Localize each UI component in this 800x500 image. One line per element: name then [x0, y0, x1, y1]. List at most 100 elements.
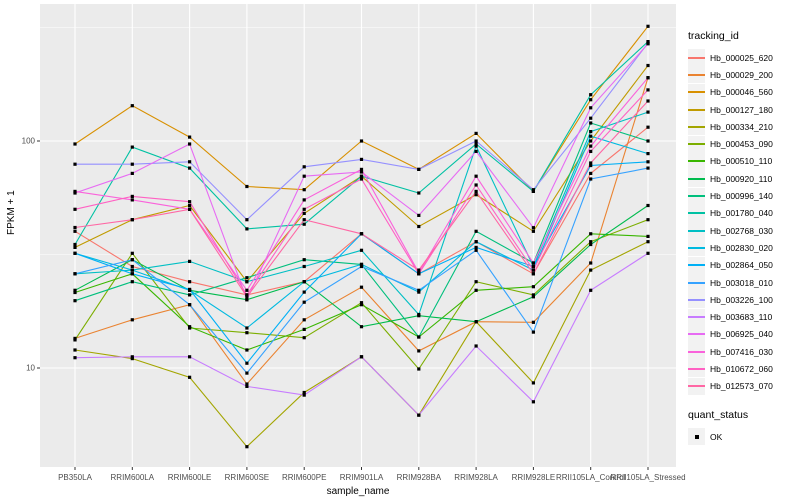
- data-point: [417, 367, 421, 371]
- legend-square-point-icon: [694, 434, 699, 439]
- legend-key-swatch: [688, 291, 705, 309]
- data-point: [302, 390, 306, 395]
- data-point: [302, 198, 306, 202]
- x-tick-label: RRIM600SE: [224, 473, 270, 482]
- legend-line-icon: [688, 229, 705, 232]
- data-point: [531, 400, 535, 404]
- data-point: [130, 264, 134, 269]
- data-point: [417, 272, 421, 276]
- data-point: [589, 232, 593, 236]
- data-point: [359, 177, 364, 181]
- y-tick-label: 10: [26, 363, 35, 373]
- data-point: [417, 413, 421, 417]
- data-point: [646, 203, 650, 208]
- legend-line-icon: [688, 108, 705, 111]
- legend-title-quant-status: quant_status: [688, 408, 749, 421]
- data-point: [245, 288, 249, 292]
- data-point: [359, 167, 364, 171]
- data-point: [130, 104, 134, 108]
- data-point: [245, 276, 249, 280]
- data-point: [359, 139, 364, 143]
- legend-key-swatch: [688, 325, 705, 343]
- x-tick-label: RRIM928LE: [511, 473, 556, 482]
- data-point: [589, 106, 593, 110]
- data-point: [73, 225, 77, 230]
- x-tick-label: RRIM600LE: [167, 473, 212, 482]
- data-point: [589, 116, 593, 120]
- data-point: [73, 272, 77, 276]
- data-point: [531, 229, 535, 233]
- data-point: [130, 258, 134, 262]
- data-point: [646, 251, 650, 255]
- data-point: [302, 393, 306, 397]
- data-point: [589, 139, 593, 143]
- data-point: [302, 280, 306, 284]
- legend-item: Hb_002830_020: [688, 239, 800, 257]
- legend-item: Hb_012573_070: [688, 377, 800, 395]
- data-point: [531, 189, 535, 193]
- data-point: [417, 224, 421, 229]
- data-point: [73, 207, 77, 211]
- legend-line-icon: [688, 385, 705, 388]
- legend-line-icon: [688, 367, 705, 370]
- data-point: [474, 229, 478, 233]
- legend-item-label: Hb_012573_070: [710, 381, 773, 392]
- data-point: [474, 248, 478, 252]
- legend-line-icon: [688, 177, 705, 180]
- data-point: [589, 130, 593, 134]
- data-point: [589, 177, 593, 181]
- data-point: [474, 189, 478, 193]
- data-point: [646, 160, 650, 164]
- data-point: [245, 298, 249, 302]
- legend-key-swatch: [688, 308, 705, 326]
- legend-item: Hb_002864_050: [688, 256, 800, 274]
- legend-key-swatch: [688, 274, 705, 291]
- data-point: [417, 191, 421, 195]
- data-point: [589, 268, 593, 272]
- data-point: [589, 261, 593, 265]
- data-point: [245, 382, 249, 386]
- legend-item: Hb_003018_010: [688, 274, 800, 291]
- legend-item: Hb_007416_030: [688, 343, 800, 361]
- legend-line-icon: [688, 246, 705, 249]
- data-point: [188, 280, 192, 284]
- legend-item-label: Hb_001780_040: [710, 208, 773, 219]
- legend-item: Hb_000453_090: [688, 135, 800, 153]
- legend-item: Hb_002768_030: [688, 222, 800, 240]
- data-point: [245, 371, 249, 375]
- legend-line-icon: [688, 73, 705, 76]
- data-point: [531, 226, 535, 230]
- data-point: [188, 325, 192, 329]
- data-point: [73, 288, 77, 292]
- data-point: [589, 98, 593, 102]
- data-point: [359, 303, 364, 307]
- data-point: [531, 285, 535, 289]
- data-point: [188, 200, 192, 204]
- legend-key-swatch: [688, 222, 705, 240]
- x-tick-label: RRII105LA_Stressed: [610, 473, 686, 482]
- data-point: [646, 76, 650, 80]
- legend-key-swatch: [688, 360, 705, 378]
- legend-line-icon: [688, 350, 705, 353]
- x-tick-label: RRII105LA_Control: [556, 473, 626, 482]
- data-point: [531, 293, 535, 297]
- data-point: [302, 211, 306, 215]
- legend-line-icon: [688, 212, 705, 215]
- x-tick-label: RRIM600LA: [110, 473, 155, 482]
- data-point: [531, 330, 535, 334]
- data-point: [130, 218, 134, 222]
- legend-item-label: Hb_000453_090: [710, 139, 773, 150]
- data-point: [589, 288, 593, 292]
- legend-line-icon: [688, 333, 705, 336]
- data-point: [589, 93, 593, 97]
- data-point: [646, 24, 650, 28]
- data-point: [302, 222, 306, 226]
- data-point: [302, 327, 306, 331]
- legend-item-label: Hb_000334_210: [710, 121, 773, 132]
- data-point: [245, 280, 249, 284]
- legend-item: Hb_000029_200: [688, 66, 800, 84]
- data-point: [474, 183, 478, 187]
- data-point: [188, 355, 192, 359]
- legend-key-swatch: [688, 135, 705, 153]
